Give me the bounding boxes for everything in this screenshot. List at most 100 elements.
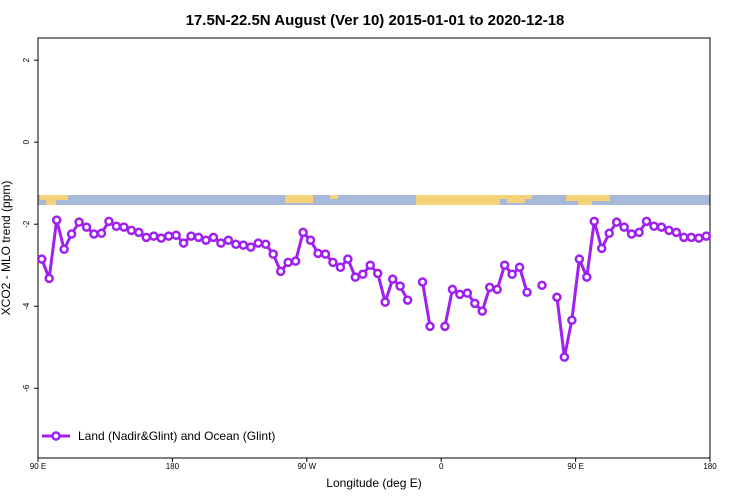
data-point xyxy=(402,295,413,305)
data-point xyxy=(238,240,249,250)
data-point xyxy=(492,284,502,295)
data-point xyxy=(89,229,99,239)
data-point xyxy=(499,260,510,270)
data-point xyxy=(51,215,62,225)
x-tick-label: 180 xyxy=(166,462,180,471)
data-point xyxy=(589,216,600,227)
data-point xyxy=(582,272,592,282)
data-point xyxy=(455,289,465,300)
data-point xyxy=(425,321,435,332)
data-point xyxy=(328,257,338,268)
x-tick-label: 90 E xyxy=(567,462,583,471)
plot-frame xyxy=(37,37,711,459)
data-point xyxy=(283,257,293,268)
data-point xyxy=(447,284,458,295)
data-point xyxy=(649,221,659,232)
data-point xyxy=(567,315,577,325)
data-point xyxy=(320,249,331,259)
data-point xyxy=(350,272,361,282)
data-point xyxy=(298,227,308,238)
data-point xyxy=(193,232,204,243)
data-point xyxy=(537,280,547,291)
data-point xyxy=(74,217,84,227)
data-point xyxy=(671,227,682,238)
data-point xyxy=(253,238,264,248)
data-point xyxy=(231,239,241,250)
x-tick-label: 0 xyxy=(439,462,444,471)
data-point xyxy=(126,225,137,236)
data-point xyxy=(626,229,637,239)
data-point xyxy=(119,222,129,232)
data-point xyxy=(679,232,689,243)
data-point xyxy=(343,254,353,264)
data-point xyxy=(574,254,585,264)
x-tick-label: 90 E xyxy=(30,462,46,471)
data-point xyxy=(611,217,622,227)
data-point xyxy=(507,269,517,279)
y-axis-label: XCO2 - MLO trend (ppm) xyxy=(0,181,13,316)
data-point xyxy=(664,225,674,236)
data-point xyxy=(694,233,704,243)
data-point xyxy=(268,249,278,259)
data-point xyxy=(477,306,488,316)
data-point xyxy=(417,277,428,287)
data-point xyxy=(163,231,174,241)
x-tick-label: 180 xyxy=(703,462,717,471)
data-point xyxy=(134,227,144,238)
data-point xyxy=(514,262,525,273)
data-point xyxy=(44,273,54,284)
legend-marker xyxy=(51,431,61,441)
data-point xyxy=(186,231,196,241)
data-point xyxy=(223,235,234,245)
data-point xyxy=(59,244,69,254)
data-point xyxy=(440,321,450,332)
data-point xyxy=(171,230,181,241)
data-point xyxy=(701,231,712,241)
data-point xyxy=(305,235,316,245)
data-point xyxy=(358,269,368,279)
data-point xyxy=(313,248,323,259)
x-axis-label: Longitude (deg E) xyxy=(326,476,421,490)
data-point xyxy=(81,222,92,232)
y-tick-label: 2 xyxy=(22,57,31,62)
data-point xyxy=(141,232,152,243)
data-point xyxy=(290,256,301,266)
data-point xyxy=(686,232,697,243)
legend-label: Land (Nadir&Glint) and Ocean (Glint) xyxy=(78,429,275,443)
data-point xyxy=(156,233,166,243)
data-point xyxy=(148,231,159,241)
data-point xyxy=(484,282,495,293)
data-point xyxy=(559,352,570,362)
map-strip xyxy=(38,195,710,205)
data-point xyxy=(522,287,532,298)
data-point xyxy=(365,260,376,270)
data-point xyxy=(66,229,77,239)
y-tick-label: -2 xyxy=(22,220,31,228)
data-point xyxy=(201,235,211,245)
data-point xyxy=(387,274,398,284)
data-point xyxy=(656,222,667,232)
data-point xyxy=(216,238,226,248)
data-point xyxy=(604,228,614,238)
x-tick-label: 90 W xyxy=(297,462,316,471)
data-point xyxy=(275,266,286,277)
series-line xyxy=(421,281,432,327)
data-point xyxy=(552,292,562,302)
y-tick-label: 0 xyxy=(22,139,31,144)
y-tick-label: -6 xyxy=(22,384,31,392)
chart-title: 17.5N-22.5N August (Ver 10) 2015-01-01 t… xyxy=(186,12,565,29)
data-point xyxy=(462,288,473,298)
data-point xyxy=(208,232,219,243)
data-point xyxy=(335,262,346,273)
y-tick-label: -4 xyxy=(22,302,31,310)
data-point xyxy=(36,254,47,264)
data-point xyxy=(634,227,644,238)
data-point xyxy=(596,243,607,254)
data-point xyxy=(111,221,122,232)
data-point xyxy=(395,281,405,291)
data-point xyxy=(260,239,271,250)
data-point xyxy=(470,298,480,309)
data-point xyxy=(178,238,189,248)
data-point xyxy=(246,242,256,252)
